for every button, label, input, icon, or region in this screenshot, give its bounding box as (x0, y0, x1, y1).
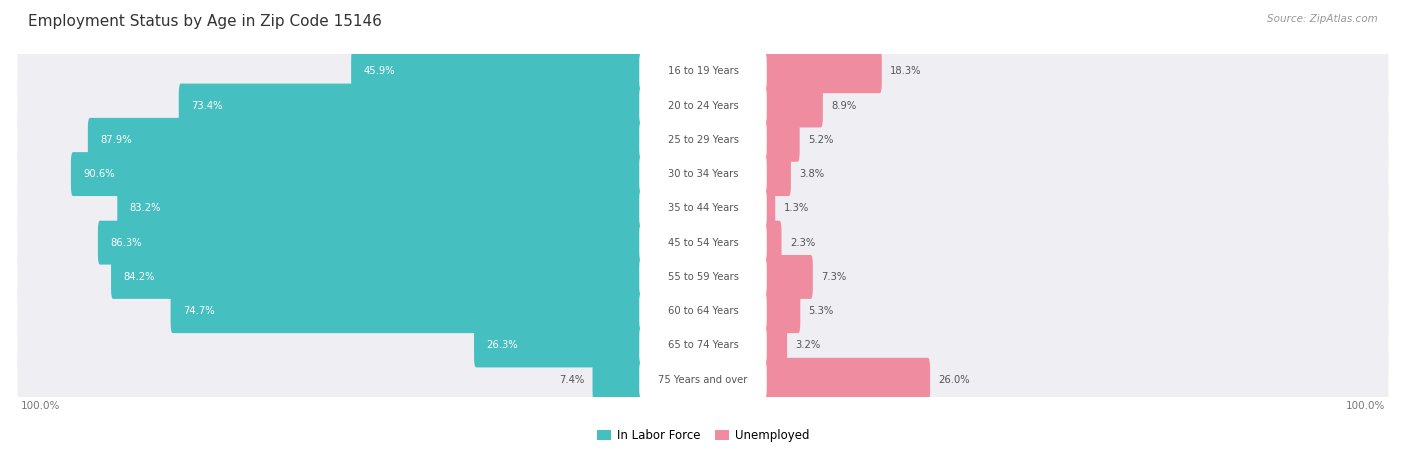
FancyBboxPatch shape (352, 49, 643, 93)
Text: 35 to 44 Years: 35 to 44 Years (668, 203, 738, 213)
FancyBboxPatch shape (763, 358, 931, 402)
Text: 26.0%: 26.0% (938, 375, 970, 385)
FancyBboxPatch shape (763, 289, 800, 333)
FancyBboxPatch shape (17, 347, 1389, 413)
FancyBboxPatch shape (763, 83, 823, 128)
FancyBboxPatch shape (640, 259, 766, 295)
Text: 5.3%: 5.3% (808, 306, 834, 316)
FancyBboxPatch shape (170, 289, 643, 333)
Text: 100.0%: 100.0% (1346, 401, 1385, 411)
FancyBboxPatch shape (640, 327, 766, 364)
Legend: In Labor Force, Unemployed: In Labor Force, Unemployed (598, 429, 808, 442)
FancyBboxPatch shape (17, 73, 1389, 138)
FancyBboxPatch shape (763, 152, 792, 196)
FancyBboxPatch shape (17, 175, 1389, 241)
FancyBboxPatch shape (87, 118, 643, 162)
FancyBboxPatch shape (70, 152, 643, 196)
Text: 20 to 24 Years: 20 to 24 Years (668, 101, 738, 110)
Text: 7.3%: 7.3% (821, 272, 846, 282)
FancyBboxPatch shape (640, 362, 766, 398)
FancyBboxPatch shape (17, 278, 1389, 344)
FancyBboxPatch shape (640, 122, 766, 158)
FancyBboxPatch shape (17, 210, 1389, 276)
FancyBboxPatch shape (17, 38, 1389, 104)
Text: 55 to 59 Years: 55 to 59 Years (668, 272, 738, 282)
Text: 26.3%: 26.3% (486, 341, 517, 350)
FancyBboxPatch shape (17, 244, 1389, 310)
Text: 60 to 64 Years: 60 to 64 Years (668, 306, 738, 316)
Text: 75 Years and over: 75 Years and over (658, 375, 748, 385)
Text: 1.3%: 1.3% (783, 203, 808, 213)
Text: 87.9%: 87.9% (100, 135, 132, 145)
Text: Source: ZipAtlas.com: Source: ZipAtlas.com (1267, 14, 1378, 23)
FancyBboxPatch shape (640, 87, 766, 124)
Text: 8.9%: 8.9% (831, 101, 856, 110)
FancyBboxPatch shape (640, 190, 766, 226)
FancyBboxPatch shape (640, 156, 766, 192)
Text: Employment Status by Age in Zip Code 15146: Employment Status by Age in Zip Code 151… (28, 14, 382, 28)
Text: 2.3%: 2.3% (790, 238, 815, 248)
Text: 74.7%: 74.7% (183, 306, 215, 316)
Text: 45 to 54 Years: 45 to 54 Years (668, 238, 738, 248)
Text: 7.4%: 7.4% (560, 375, 585, 385)
FancyBboxPatch shape (763, 118, 800, 162)
FancyBboxPatch shape (117, 186, 643, 230)
Text: 73.4%: 73.4% (191, 101, 222, 110)
Text: 16 to 19 Years: 16 to 19 Years (668, 66, 738, 76)
FancyBboxPatch shape (763, 255, 813, 299)
FancyBboxPatch shape (592, 358, 643, 402)
FancyBboxPatch shape (111, 255, 643, 299)
Text: 45.9%: 45.9% (364, 66, 395, 76)
Text: 3.2%: 3.2% (796, 341, 821, 350)
Text: 18.3%: 18.3% (890, 66, 921, 76)
FancyBboxPatch shape (17, 313, 1389, 378)
Text: 65 to 74 Years: 65 to 74 Years (668, 341, 738, 350)
FancyBboxPatch shape (17, 141, 1389, 207)
Text: 90.6%: 90.6% (83, 169, 115, 179)
FancyBboxPatch shape (763, 221, 782, 265)
Text: 5.2%: 5.2% (808, 135, 834, 145)
FancyBboxPatch shape (640, 225, 766, 261)
Text: 3.8%: 3.8% (799, 169, 824, 179)
Text: 86.3%: 86.3% (110, 238, 142, 248)
Text: 25 to 29 Years: 25 to 29 Years (668, 135, 738, 145)
Text: 100.0%: 100.0% (21, 401, 60, 411)
FancyBboxPatch shape (98, 221, 643, 265)
Text: 83.2%: 83.2% (129, 203, 162, 213)
FancyBboxPatch shape (763, 186, 775, 230)
FancyBboxPatch shape (179, 83, 643, 128)
Text: 30 to 34 Years: 30 to 34 Years (668, 169, 738, 179)
Text: 84.2%: 84.2% (124, 272, 155, 282)
FancyBboxPatch shape (763, 323, 787, 368)
FancyBboxPatch shape (474, 323, 643, 368)
FancyBboxPatch shape (640, 293, 766, 329)
FancyBboxPatch shape (640, 53, 766, 89)
FancyBboxPatch shape (17, 107, 1389, 173)
FancyBboxPatch shape (763, 49, 882, 93)
